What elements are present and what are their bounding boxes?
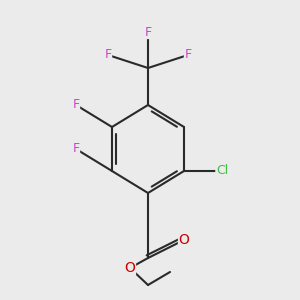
Text: F: F [184, 49, 192, 62]
Text: F: F [72, 142, 80, 155]
Text: F: F [144, 26, 152, 38]
Text: F: F [104, 49, 112, 62]
Text: O: O [178, 233, 189, 247]
Text: F: F [72, 98, 80, 112]
Text: O: O [124, 261, 135, 275]
Text: Cl: Cl [216, 164, 228, 178]
